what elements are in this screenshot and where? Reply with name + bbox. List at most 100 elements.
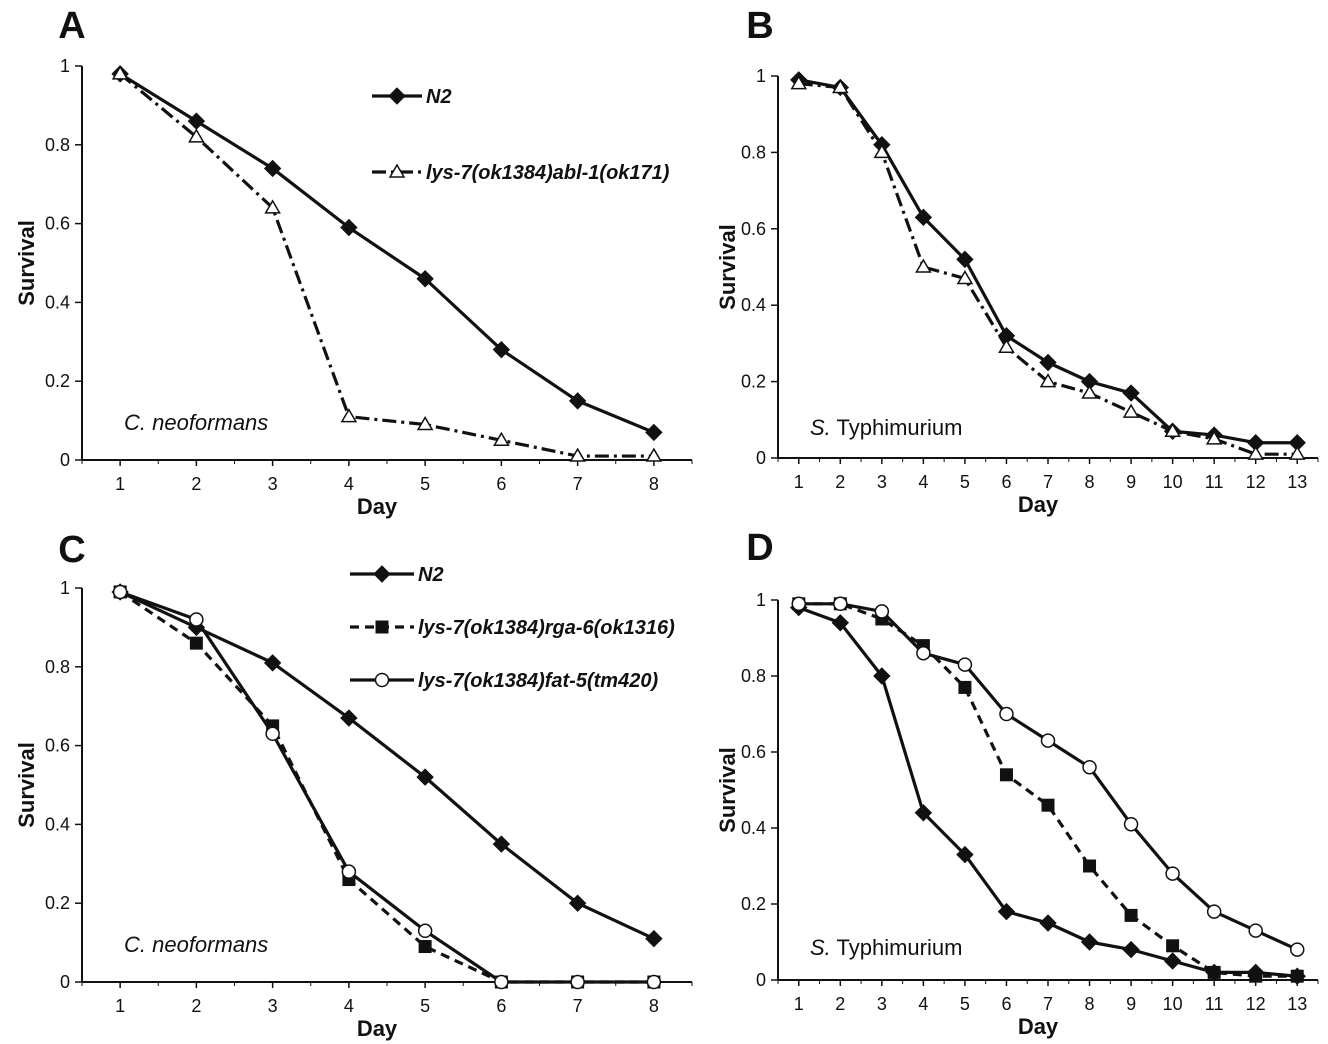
series-1 <box>113 585 661 989</box>
data-point <box>492 835 511 853</box>
x-tick-label: 8 <box>649 474 659 494</box>
legend-marker <box>388 87 406 105</box>
x-tick-label: 12 <box>1246 994 1266 1014</box>
data-point <box>111 65 129 80</box>
series-line <box>119 590 654 984</box>
y-tick-label: 0.2 <box>741 372 766 392</box>
x-tick-label: 1 <box>794 472 804 492</box>
x-axis-title: Day <box>1018 492 1059 517</box>
legend-label: N2 <box>426 86 452 108</box>
data-point <box>999 768 1013 782</box>
data-point <box>832 78 849 94</box>
data-point <box>570 974 585 990</box>
series-1 <box>790 75 1306 460</box>
legend: N2 lys-7(ok1384)abl-1(ok171) <box>372 86 670 184</box>
y-tick-label: 0 <box>756 970 766 990</box>
data-point <box>1122 403 1140 418</box>
y-tick-label: 1 <box>60 578 70 598</box>
data-point <box>263 159 282 178</box>
series-line <box>798 82 1298 456</box>
x-tick-label: 4 <box>918 994 928 1014</box>
data-point <box>1165 866 1180 881</box>
series-line <box>798 602 1298 952</box>
x-tick-label: 5 <box>420 474 430 494</box>
x-tick-label: 1 <box>115 474 125 494</box>
data-point <box>956 845 974 864</box>
y-tick-label: 0.6 <box>45 736 70 756</box>
x-tick-label: 2 <box>191 996 201 1016</box>
organism-italic: C. neoformans <box>124 932 268 957</box>
data-point <box>188 128 205 143</box>
x-tick-label: 11 <box>1205 472 1224 492</box>
data-point <box>568 894 587 912</box>
data-point <box>874 604 890 619</box>
legend-item: lys-7(ok1384)rga-6(ok1316) <box>350 617 675 639</box>
data-point <box>831 614 850 632</box>
series-0 <box>790 598 1306 985</box>
panel-b: B00.20.40.60.811 2 3 4 5 6 7 8 9 10 11 12 13DaySurvi… <box>715 5 1319 517</box>
data-point <box>1041 798 1055 812</box>
legend-label: lys-7(ok1384)rga-6(ok1316) <box>418 617 675 639</box>
series-1 <box>111 65 663 462</box>
data-point <box>1083 859 1097 873</box>
data-point <box>1164 422 1181 438</box>
data-point <box>189 612 204 627</box>
legend-marker <box>375 620 389 634</box>
x-axis-title: Day <box>357 1016 398 1041</box>
data-point <box>873 667 891 685</box>
y-tick-label: 0.8 <box>45 657 70 677</box>
data-point <box>417 923 433 939</box>
x-tick-label: 8 <box>1085 472 1095 492</box>
data-point <box>341 864 357 879</box>
legend-marker <box>374 672 390 688</box>
x-tick-label: 6 <box>496 474 506 494</box>
series-line <box>119 72 654 458</box>
y-axis-title: Survival <box>14 220 39 306</box>
panel-letter: B <box>746 5 773 47</box>
data-point <box>1080 933 1099 951</box>
x-tick-label: 5 <box>420 996 430 1016</box>
x-tick-label: 1 <box>794 994 804 1014</box>
series-line <box>119 590 654 984</box>
data-point <box>833 596 848 612</box>
data-point <box>646 974 662 990</box>
x-tick-label: 9 <box>1126 472 1136 492</box>
y-tick-label: 0.6 <box>741 742 766 762</box>
series-2 <box>791 596 1305 957</box>
data-point <box>1081 384 1098 399</box>
data-point <box>645 929 663 948</box>
organism-annotation: C. neoformans <box>124 932 268 957</box>
x-tick-label: 13 <box>1287 994 1307 1014</box>
data-point <box>1039 914 1057 932</box>
y-tick-label: 0.4 <box>45 814 70 834</box>
series-2 <box>112 584 662 990</box>
data-point <box>1122 940 1140 959</box>
data-point <box>493 431 510 447</box>
data-point <box>1082 759 1097 775</box>
data-point <box>569 447 586 462</box>
data-point <box>1124 908 1138 922</box>
data-point <box>1039 353 1057 372</box>
y-axis-title: Survival <box>715 747 740 833</box>
x-tick-label: 7 <box>573 996 583 1016</box>
data-point <box>1249 969 1263 983</box>
x-tick-label: 2 <box>835 472 845 492</box>
x-tick-label: 6 <box>1001 472 1011 492</box>
organism-italic: S. <box>810 415 831 440</box>
legend-label: lys-7(ok1384)fat-5(tm420) <box>418 670 658 692</box>
legend-item: lys-7(ok1384)abl-1(ok171) <box>372 162 670 184</box>
data-point <box>112 584 128 600</box>
data-point <box>492 340 511 359</box>
data-point <box>915 258 932 273</box>
x-axis-title: Day <box>1018 1014 1059 1039</box>
y-tick-label: 0.2 <box>741 894 766 914</box>
panel-letter: A <box>58 5 85 47</box>
data-point <box>568 392 587 410</box>
x-tick-label: 7 <box>1043 472 1053 492</box>
series-line <box>119 72 655 434</box>
legend-marker <box>373 565 391 583</box>
x-axis-title: Day <box>357 494 398 519</box>
data-point <box>416 270 434 288</box>
data-point <box>1248 923 1263 938</box>
series-line <box>798 78 1298 445</box>
